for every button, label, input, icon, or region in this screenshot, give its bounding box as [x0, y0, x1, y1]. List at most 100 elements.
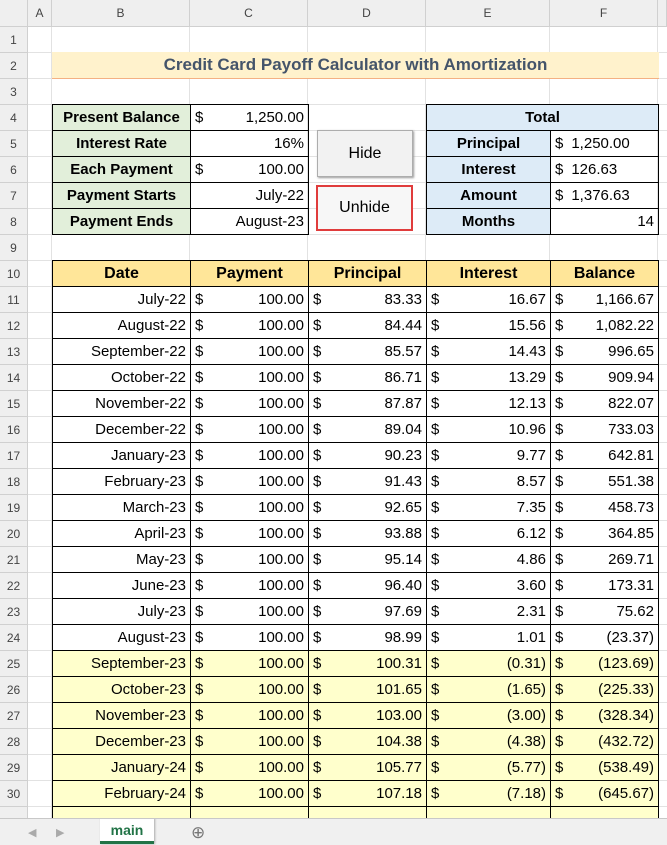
amount-cell: $89.04 — [308, 416, 427, 443]
cell-value: 16.67 — [508, 291, 546, 308]
amount-cell: $7.35 — [426, 494, 551, 521]
amount-cell: $822.07 — [550, 390, 659, 417]
cell-value: 89.04 — [384, 421, 422, 438]
currency-symbol: $ — [195, 577, 204, 594]
currency-symbol: $ — [431, 707, 440, 724]
amount-cell: $100.00 — [190, 390, 309, 417]
amount-cell: $98.99 — [308, 624, 427, 651]
date-cell: August-23 — [52, 624, 191, 651]
date-cell: January-24 — [52, 754, 191, 781]
cell-value: 96.40 — [384, 577, 422, 594]
amount-cell: $ (23.37) — [550, 624, 659, 651]
currency-symbol: $ — [195, 109, 204, 126]
total-value: 14 — [550, 208, 659, 235]
currency-symbol: $ — [555, 577, 564, 594]
row-header: 9 — [0, 235, 28, 261]
cell-value: 15.56 — [508, 317, 546, 334]
sheet-tab[interactable]: main — [100, 819, 154, 844]
currency-symbol: $ — [195, 655, 204, 672]
currency-symbol: $ — [195, 343, 204, 360]
currency-symbol: $ — [195, 681, 204, 698]
cell-value: July-22 — [255, 187, 304, 204]
amount-cell: $91.43 — [308, 468, 427, 495]
cell-value: 91.43 — [384, 473, 422, 490]
amount-cell: $100.00 — [190, 624, 309, 651]
total-value: $1,250.00 — [550, 130, 659, 157]
currency-symbol: $ — [195, 369, 204, 386]
currency-symbol: $ — [313, 681, 322, 698]
gridline — [28, 104, 667, 105]
cell-value: 126.63 — [571, 161, 618, 178]
row-header: 21 — [0, 547, 28, 573]
cell-value: 107.18 — [376, 785, 422, 802]
amount-cell: $103.00 — [308, 702, 427, 729]
amount-cell: $75.62 — [550, 598, 659, 625]
unhide-button[interactable]: Unhide — [316, 185, 413, 231]
cell-value: 100.00 — [258, 603, 304, 620]
currency-symbol: $ — [431, 369, 440, 386]
currency-symbol: $ — [431, 317, 440, 334]
amount-cell: $14.43 — [426, 338, 551, 365]
currency-symbol: $ — [313, 525, 322, 542]
currency-symbol: $ — [555, 499, 564, 516]
amount-cell: $ (225.33) — [550, 676, 659, 703]
amount-cell: $ (1.65) — [426, 676, 551, 703]
currency-symbol: $ — [431, 447, 440, 464]
amount-cell: $107.18 — [308, 780, 427, 807]
amount-cell: $4.86 — [426, 546, 551, 573]
cell-value: 1,082.22 — [595, 317, 654, 334]
cell-value: August-23 — [235, 213, 304, 230]
amount-cell: $ (3.00) — [426, 702, 551, 729]
cell-value: 90.23 — [384, 447, 422, 464]
row-header: 5 — [0, 131, 28, 157]
amount-cell: $100.00 — [190, 728, 309, 755]
row-header: 1 — [0, 27, 28, 53]
cell-value: (328.34) — [598, 707, 654, 724]
row-header: 18 — [0, 469, 28, 495]
currency-symbol: $ — [431, 499, 440, 516]
hide-button[interactable]: Hide — [317, 130, 413, 177]
amount-cell: $1,166.67 — [550, 286, 659, 313]
date-cell: October-22 — [52, 364, 191, 391]
currency-symbol: $ — [313, 369, 322, 386]
currency-symbol: $ — [431, 759, 440, 776]
cell-value: 100.00 — [258, 291, 304, 308]
cell-value: 100.00 — [258, 161, 304, 178]
total-label: Principal — [426, 130, 551, 157]
amount-cell: $86.71 — [308, 364, 427, 391]
input-value: 16% — [190, 130, 309, 157]
currency-symbol: $ — [555, 291, 564, 308]
cell-value: (225.33) — [598, 681, 654, 698]
currency-symbol: $ — [431, 291, 440, 308]
scroll-right[interactable]: ▶ — [56, 827, 65, 839]
date-cell: January-23 — [52, 442, 191, 469]
column-header: B — [52, 0, 190, 27]
add-sheet[interactable]: ⊕ — [191, 822, 206, 842]
total-title: Total — [426, 104, 659, 131]
scroll-left[interactable]: ◀ — [28, 827, 37, 839]
cell-value: 173.31 — [608, 577, 654, 594]
cell-value: (123.69) — [598, 655, 654, 672]
currency-symbol: $ — [313, 603, 322, 620]
row-header: 22 — [0, 573, 28, 599]
amount-cell: $ (7.18) — [426, 780, 551, 807]
currency-symbol: $ — [431, 343, 440, 360]
row-header: 12 — [0, 313, 28, 339]
gridline — [28, 234, 667, 235]
amount-cell: $ (4.38) — [426, 728, 551, 755]
cell-value: 1,250.00 — [245, 109, 304, 126]
cell-value: 100.00 — [258, 525, 304, 542]
currency-symbol: $ — [195, 603, 204, 620]
cell-value: 100.00 — [258, 369, 304, 386]
currency-symbol: $ — [195, 733, 204, 750]
column-header — [658, 0, 667, 27]
input-label: Each Payment — [52, 156, 191, 183]
cell-value: (0.31) — [506, 655, 546, 672]
currency-symbol: $ — [313, 733, 322, 750]
amount-cell: $ (645.67) — [550, 780, 659, 807]
cell-value: 100.00 — [258, 655, 304, 672]
currency-symbol: $ — [313, 421, 322, 438]
amount-cell: $15.56 — [426, 312, 551, 339]
amount-cell: $93.88 — [308, 520, 427, 547]
amount-cell: $ (328.34) — [550, 702, 659, 729]
